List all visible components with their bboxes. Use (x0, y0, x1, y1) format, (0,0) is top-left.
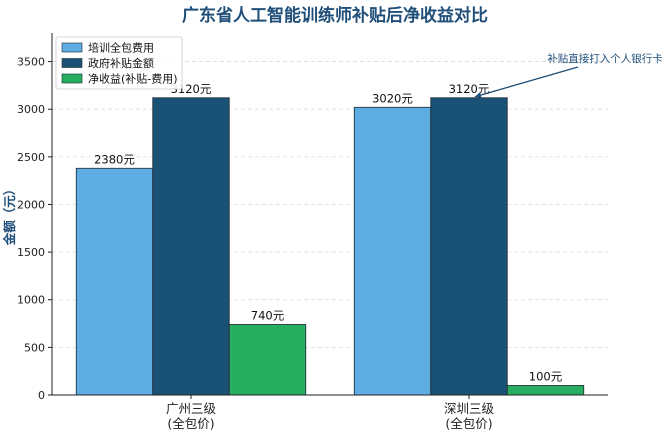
data-label: 3120元 (449, 82, 490, 96)
x-tick-label: 深圳三级 (444, 401, 495, 416)
data-label: 100元 (529, 369, 563, 383)
bar (506, 385, 585, 396)
y-axis-ticks: 0 500 1000 1500 2000 2500 3000 3500 (17, 56, 52, 402)
bar (228, 324, 307, 396)
y-tick-label: 0 (38, 389, 45, 402)
x-tick-label: (全包价) (167, 416, 214, 431)
legend-label: 净收益(补贴-费用) (88, 72, 178, 86)
legend-box (55, 36, 183, 90)
y-tick-label: 3500 (17, 56, 45, 69)
y-tick-label: 1000 (17, 294, 45, 307)
y-tick-label: 500 (24, 341, 45, 354)
annotation: 补贴直接打入个人银行卡 (474, 52, 663, 98)
x-axis-ticks: 广州三级(全包价)深圳三级(全包价) (166, 395, 495, 431)
data-label: 2380元 (94, 152, 135, 166)
y-tick-label: 1500 (17, 246, 45, 259)
x-tick-label: 广州三级 (166, 401, 217, 416)
y-axis-label: 金额（元） (2, 183, 17, 247)
legend-label: 培训全包费用 (88, 41, 154, 55)
legend-swatch (61, 42, 83, 53)
bar (353, 106, 432, 396)
bar (430, 97, 508, 396)
y-tick-label: 2000 (17, 198, 45, 211)
legend-swatch (61, 73, 83, 84)
bar (75, 167, 154, 396)
annotation-arrow-line (474, 66, 579, 98)
bar (152, 97, 230, 396)
y-tick-label: 2500 (17, 151, 45, 164)
y-tick-label: 3000 (17, 103, 45, 116)
x-tick-label: (全包价) (445, 416, 492, 431)
legend-label: 政府补贴金额 (88, 56, 154, 70)
annotation-text: 补贴直接打入个人银行卡 (547, 52, 663, 65)
data-label: 740元 (251, 309, 285, 323)
legend-swatch (61, 58, 83, 68)
data-label: 3020元 (372, 91, 413, 105)
chart-title: 广东省人工智能训练师补贴后净收益对比 (182, 5, 488, 26)
bars-group (75, 97, 585, 396)
annotation-arrowhead (475, 92, 482, 98)
